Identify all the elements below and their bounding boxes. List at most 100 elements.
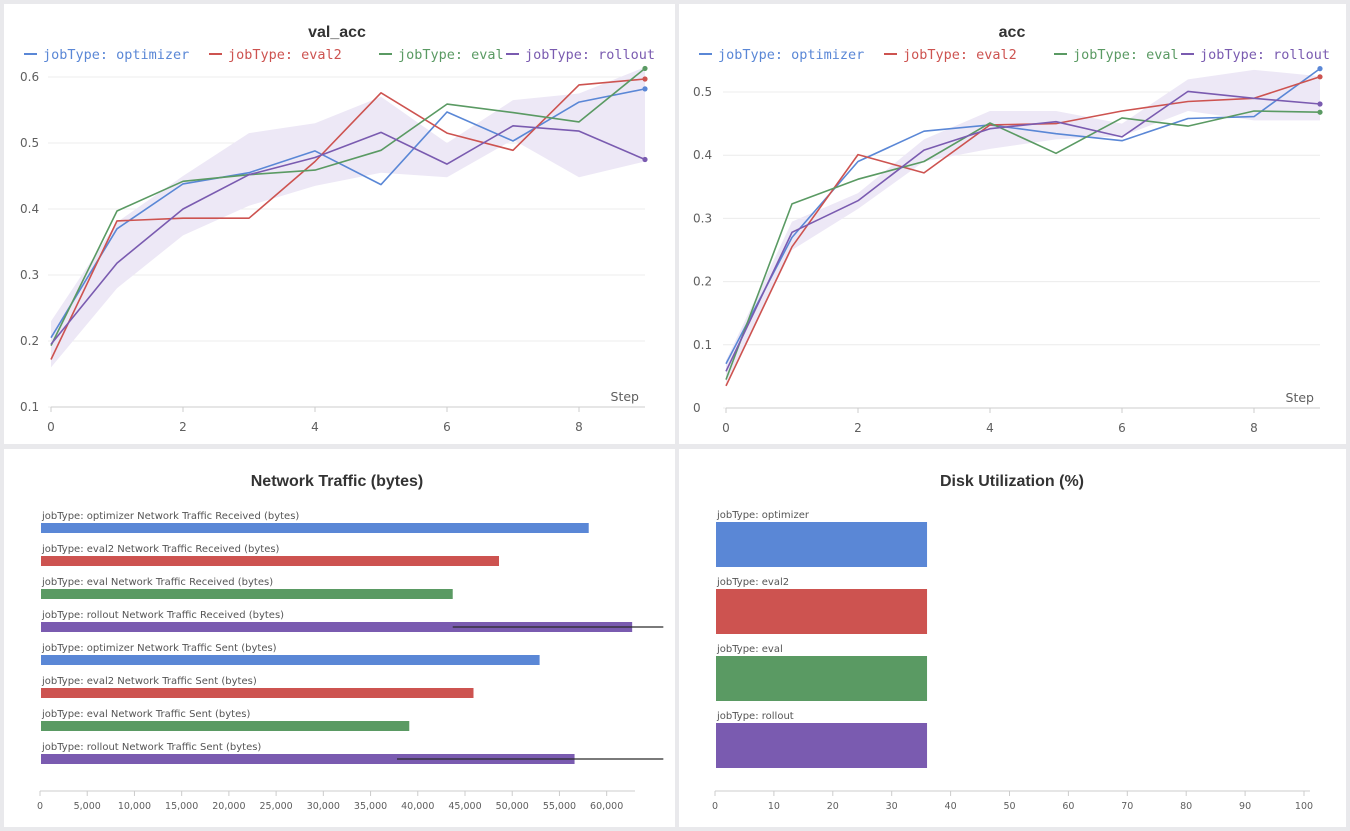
x-tick-label: 100: [1295, 801, 1313, 812]
legend-label: jobType: rollout: [1200, 47, 1330, 63]
x-tick-label: 20: [827, 801, 839, 812]
bar-label: jobType: eval: [716, 644, 783, 655]
bar-label: jobType: eval2: [716, 577, 789, 588]
rollout-range-band: [51, 67, 645, 368]
chart-title: acc: [999, 24, 1026, 41]
legend-label: jobType: eval2: [228, 47, 342, 63]
x-tick-label: 6: [1118, 421, 1126, 435]
bar-optimizer: [41, 655, 540, 665]
series-line-optimizer: [50, 88, 646, 339]
x-tick-label: 60: [1062, 801, 1074, 812]
bar-eval2: [41, 688, 474, 698]
x-tick-label: 40,000: [401, 801, 434, 812]
bar-label: jobType: eval Network Traffic Received (…: [41, 577, 273, 588]
network-traffic-panel: Network Traffic (bytes) jobType: optimize…: [4, 449, 675, 827]
y-tick-label: 0.2: [20, 334, 39, 348]
x-tick-label: 10,000: [118, 801, 151, 812]
x-tick-label: 20,000: [212, 801, 245, 812]
val-acc-panel: val_acc jobType: optimizer jobType: eval2 j…: [4, 4, 675, 444]
legend-label: jobType: optimizer: [718, 47, 864, 63]
bar-label: jobType: eval2 Network Traffic Sent (byt…: [41, 676, 257, 687]
series-line-eval: [50, 67, 646, 346]
x-axis-label: Step: [611, 389, 640, 404]
x-tick-label: 8: [1250, 421, 1258, 435]
x-tick-label: 5,000: [74, 801, 101, 812]
chart-title: val_acc: [308, 24, 366, 41]
series-end-point: [1317, 74, 1323, 80]
chart-title: Disk Utilization (%): [940, 473, 1084, 490]
x-tick-label: 8: [575, 420, 583, 434]
x-tick-label: 2: [179, 420, 187, 434]
x-tick-label: 90: [1239, 801, 1251, 812]
x-tick-label: 55,000: [543, 801, 576, 812]
series-end-point: [1317, 66, 1323, 72]
bar-rollout: [41, 622, 633, 632]
y-tick-label: 0.5: [693, 85, 712, 99]
x-tick-label: 50: [1003, 801, 1015, 812]
legend-label: jobType: rollout: [525, 47, 655, 63]
acc-panel: acc jobType: optimizer jobType: eval2 jobTy…: [679, 4, 1346, 444]
x-tick-label: 80: [1180, 801, 1192, 812]
x-tick-label: 70: [1121, 801, 1133, 812]
series-end-point: [642, 65, 648, 72]
x-tick-label: 0: [712, 801, 718, 812]
bar-label: jobType: optimizer: [716, 510, 810, 521]
x-tick-label: 15,000: [165, 801, 198, 812]
bar-label: jobType: rollout Network Traffic Receive…: [41, 610, 284, 621]
bar-label: jobType: optimizer Network Traffic Recei…: [41, 511, 299, 522]
rollout-range-band: [726, 69, 1320, 383]
bar-label: jobType: optimizer Network Traffic Sent …: [41, 643, 277, 654]
y-tick-label: 0.5: [20, 136, 39, 150]
x-tick-label: 30: [886, 801, 898, 812]
x-tick-label: 25,000: [259, 801, 292, 812]
y-tick-label: 0.2: [693, 275, 712, 289]
bar-label: jobType: eval2 Network Traffic Received …: [41, 544, 280, 555]
legend-label: jobType: eval2: [903, 47, 1017, 63]
bar-optimizer: [41, 523, 589, 533]
legend-label: jobType: optimizer: [43, 47, 189, 63]
y-tick-label: 0.4: [693, 148, 712, 162]
y-tick-label: 0.1: [693, 338, 712, 352]
x-axis-label: Step: [1286, 390, 1315, 405]
network-traffic-chart: Network Traffic (bytes) jobType: optimize…: [37, 473, 664, 812]
x-tick-label: 4: [986, 421, 994, 435]
y-tick-label: 0.6: [20, 70, 39, 84]
series-end-point: [642, 156, 648, 163]
x-tick-label: 0: [37, 801, 43, 812]
x-tick-label: 50,000: [496, 801, 529, 812]
x-tick-label: 2: [854, 421, 862, 435]
bar-eval: [716, 656, 928, 701]
y-tick-label: 0.1: [20, 400, 39, 414]
bar-rollout: [41, 754, 575, 764]
series-line-rollout: [50, 125, 646, 345]
x-tick-label: 6: [443, 420, 451, 434]
series-line-eval: [725, 110, 1321, 380]
y-tick-label: 0.4: [20, 202, 39, 216]
x-tick-label: 30,000: [307, 801, 340, 812]
bar-rollout: [716, 723, 928, 768]
series-end-point: [1317, 109, 1323, 115]
x-tick-label: 35,000: [354, 801, 387, 812]
bar-eval: [41, 589, 453, 599]
y-tick-label: 0: [693, 401, 701, 415]
legend-label: jobType: eval: [398, 47, 504, 63]
bar-label: jobType: eval Network Traffic Sent (byte…: [41, 709, 250, 720]
series-end-point: [1317, 101, 1323, 107]
bar-eval2: [41, 556, 499, 566]
bar-eval2: [716, 589, 928, 634]
series-line-rollout: [725, 90, 1321, 372]
x-tick-label: 45,000: [448, 801, 481, 812]
legend-label: jobType: eval: [1073, 47, 1179, 63]
bar-eval: [41, 721, 410, 731]
x-tick-label: 60,000: [590, 801, 623, 812]
x-tick-label: 0: [47, 420, 55, 434]
x-tick-label: 0: [722, 421, 730, 435]
bar-optimizer: [716, 522, 928, 567]
x-tick-label: 40: [945, 801, 957, 812]
y-tick-label: 0.3: [693, 211, 712, 225]
x-tick-label: 10: [768, 801, 780, 812]
bar-label: jobType: rollout: [716, 711, 794, 722]
x-tick-label: 4: [311, 420, 319, 434]
